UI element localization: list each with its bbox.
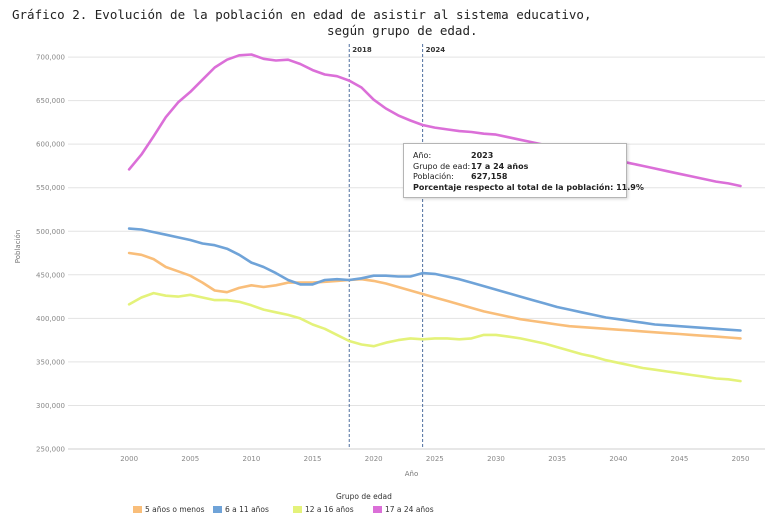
legend-swatch — [213, 506, 222, 513]
tooltip-row-year: Año: 2023 — [413, 151, 626, 162]
legend-title: Grupo de edad — [336, 492, 392, 501]
y-tick-label: 450,000 — [36, 271, 65, 279]
legend-swatch — [373, 506, 382, 513]
tooltip-row-group: Grupo de ead:17 a 24 años — [413, 162, 626, 173]
reference-line-label: 2018 — [352, 46, 372, 54]
legend-label: 17 a 24 años — [385, 505, 434, 514]
legend-swatch — [293, 506, 302, 513]
chart-title-line2: según grupo de edad. — [327, 23, 478, 38]
x-tick-label: 2030 — [487, 455, 505, 463]
y-tick-label: 600,000 — [36, 141, 65, 149]
x-tick-label: 2050 — [732, 455, 750, 463]
legend-swatch — [133, 506, 142, 513]
legend-label: 5 años o menos — [145, 505, 205, 514]
y-tick-label: 550,000 — [36, 184, 65, 192]
tooltip-footer: Porcentaje respecto al total de la pobla… — [413, 182, 644, 192]
x-tick-label: 2020 — [365, 455, 383, 463]
y-tick-label: 400,000 — [36, 315, 65, 323]
x-tick-label: 2000 — [120, 455, 138, 463]
y-tick-label: 500,000 — [36, 228, 65, 236]
y-tick-label: 300,000 — [36, 402, 65, 410]
y-axis-title: Población — [14, 230, 22, 263]
series-line-1 — [127, 227, 742, 332]
y-tick-label: 350,000 — [36, 358, 65, 366]
legend-item-6-to-11[interactable]: 6 a 11 años — [213, 505, 269, 514]
x-axis-title: Año — [405, 470, 419, 478]
tooltip-key: Grupo de ead: — [413, 161, 471, 171]
chart-title-line1: Gráfico 2. Evolución de la población en … — [12, 7, 592, 22]
legend-item-17-to-24[interactable]: 17 a 24 años — [373, 505, 434, 514]
legend-label: 12 a 16 años — [305, 505, 354, 514]
y-tick-label: 250,000 — [36, 446, 65, 454]
x-tick-label: 2045 — [670, 455, 688, 463]
x-tick-label: 2035 — [548, 455, 566, 463]
y-tick-label: 700,000 — [36, 54, 65, 62]
x-tick-label: 2015 — [304, 455, 322, 463]
series-line-0 — [127, 251, 742, 340]
tooltip-value: 17 a 24 años — [471, 161, 529, 171]
tooltip-row-population: Población: 627,158 — [413, 172, 626, 183]
x-tick-label: 2010 — [243, 455, 261, 463]
y-tick-label: 650,000 — [36, 97, 65, 105]
data-tooltip: Año: 2023 Grupo de ead:17 a 24 años Pobla… — [403, 143, 644, 198]
series-line-3 — [127, 53, 742, 188]
legend-item-5-or-less[interactable]: 5 años o menos — [133, 505, 205, 514]
x-tick-label: 2005 — [181, 455, 199, 463]
line-chart: 250,000 300,000 350,000 400,000 450,000 500,0… — [14, 44, 765, 478]
tooltip-value: 627,158 — [471, 172, 508, 181]
tooltip-key: Población: — [413, 172, 454, 181]
reference-line-label: 2024 — [426, 46, 446, 54]
series-line-2 — [127, 291, 742, 383]
legend-item-12-to-16[interactable]: 12 a 16 años — [293, 505, 354, 514]
x-tick-label: 2025 — [426, 455, 444, 463]
legend-label: 6 a 11 años — [225, 505, 269, 514]
x-tick-label: 2040 — [609, 455, 627, 463]
tooltip-value: 2023 — [471, 151, 494, 160]
tooltip-key: Año: — [413, 151, 432, 160]
